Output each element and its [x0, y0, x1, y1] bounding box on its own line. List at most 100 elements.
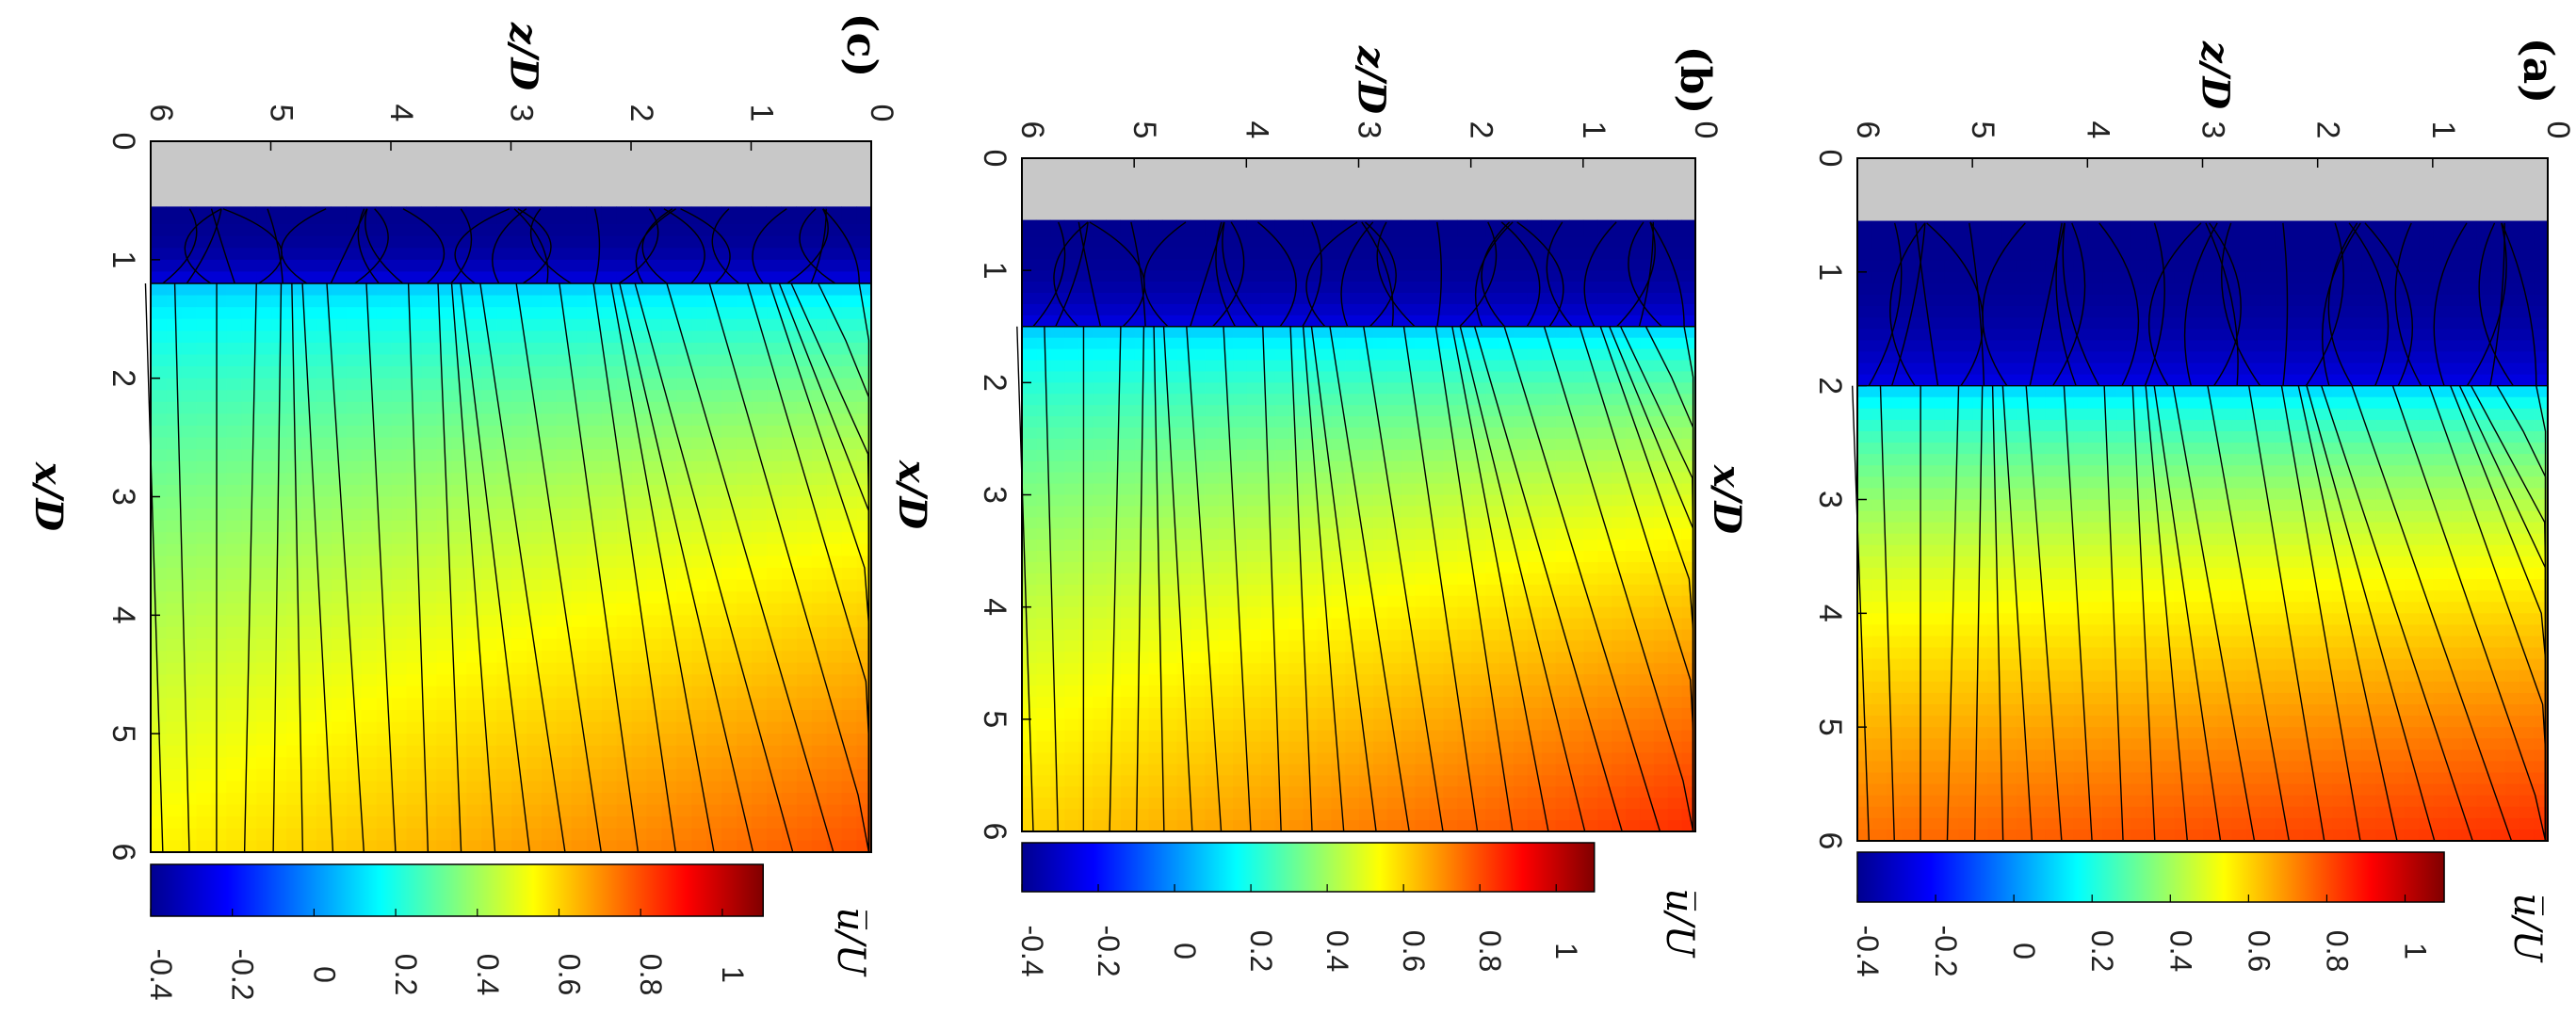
- field-cell: [2504, 568, 2520, 580]
- field-cell: [2015, 306, 2031, 318]
- field-cell: [1456, 282, 1472, 294]
- field-cell: [1929, 396, 1945, 410]
- field-cell: [1218, 595, 1234, 608]
- field-cell: [2216, 590, 2232, 603]
- colorbar-tick-label: 0.2: [2085, 930, 2119, 972]
- field-cell: [2432, 613, 2448, 626]
- field-cell: [1582, 663, 1598, 675]
- field-cell: [2390, 476, 2405, 490]
- field-cell: [1022, 528, 1037, 540]
- field-cell: [2231, 385, 2246, 398]
- field-cell: [2317, 636, 2333, 649]
- field-cell: [2130, 613, 2147, 626]
- field-cell: [2044, 556, 2060, 569]
- field-cell: [1049, 248, 1065, 260]
- field-cell: [2404, 692, 2420, 705]
- field-cell: [2159, 488, 2175, 501]
- field-cell: [2404, 408, 2420, 421]
- field-cell: [1386, 337, 1401, 350]
- field-cell: [2519, 704, 2535, 717]
- field-cell: [2044, 568, 2060, 580]
- field-cell: [1175, 697, 1191, 709]
- field-cell: [1527, 282, 1542, 294]
- field-cell: [1886, 476, 1902, 490]
- field-cell: [1499, 618, 1514, 631]
- field-cell: [1190, 371, 1206, 383]
- field-cell: [2001, 533, 2017, 546]
- field-cell: [2015, 579, 2031, 591]
- field-cell: [1499, 449, 1514, 462]
- field-cell: [1639, 282, 1654, 294]
- field-cell: [1886, 727, 1902, 739]
- field-cell: [1175, 225, 1191, 238]
- field-cell: [1886, 636, 1902, 649]
- field-cell: [2390, 636, 2405, 649]
- field-cell: [1092, 303, 1107, 316]
- field-cell: [1596, 595, 1612, 608]
- field-cell: [2374, 658, 2390, 671]
- field-cell: [1330, 584, 1346, 597]
- field-cell: [1246, 416, 1261, 428]
- field-cell: [2101, 465, 2117, 477]
- field-cell: [2331, 556, 2347, 569]
- field-cell: [1639, 540, 1654, 552]
- field-cell: [2015, 590, 2031, 603]
- field-cell: [1260, 427, 1275, 440]
- field-cell: [1886, 465, 1902, 477]
- field-cell: [1871, 738, 1887, 750]
- field-cell: [1415, 270, 1430, 282]
- field-cell: [1218, 652, 1234, 664]
- field-cell: [1218, 416, 1234, 428]
- field-cell: [1596, 663, 1612, 675]
- field-cell: [2519, 476, 2535, 490]
- field-cell: [1035, 584, 1051, 597]
- field-cell: [1639, 506, 1654, 518]
- field-cell: [1246, 427, 1261, 440]
- field-cell: [2533, 374, 2549, 387]
- field-cell: [1344, 707, 1360, 720]
- field-cell: [1161, 314, 1177, 328]
- field-cell: [2374, 431, 2390, 443]
- field-cell: [2274, 602, 2290, 614]
- field-cell: [1527, 427, 1542, 440]
- field-cell: [2101, 602, 2117, 614]
- field-cell: [1175, 506, 1191, 518]
- field-cell: [2030, 271, 2046, 284]
- field-cell: [1568, 606, 1584, 620]
- field-cell: [1596, 540, 1612, 552]
- field-cell: [1022, 303, 1037, 316]
- field-cell: [2360, 431, 2376, 443]
- field-cell: [2231, 727, 2246, 739]
- field-cell: [1232, 460, 1247, 474]
- field-cell: [1063, 219, 1079, 227]
- field-cell: [1120, 416, 1135, 428]
- field-cell: [2058, 750, 2074, 763]
- field-cell: [2058, 761, 2074, 774]
- field-cell: [2331, 329, 2347, 341]
- field-cell: [1077, 517, 1094, 529]
- field-cell: [2475, 716, 2491, 728]
- field-cell: [2533, 590, 2549, 603]
- field-cell: [1513, 606, 1528, 620]
- field-cell: [1344, 663, 1360, 675]
- field-cell: [1943, 568, 1959, 580]
- field-cell: [1372, 718, 1387, 732]
- field-cell: [1442, 528, 1458, 540]
- field-cell: [1442, 494, 1458, 508]
- field-cell: [1986, 750, 2002, 763]
- field-cell: [2418, 829, 2434, 842]
- field-cell: [2390, 806, 2405, 819]
- field-cell: [2374, 419, 2390, 432]
- field-cell: [1372, 494, 1387, 508]
- field-cell: [1857, 510, 1872, 524]
- field-cell: [1625, 618, 1641, 631]
- field-cell: [2058, 636, 2074, 649]
- field-cell: [1077, 348, 1094, 362]
- field-cell: [1022, 314, 1037, 328]
- field-cell: [1442, 405, 1458, 417]
- field-cell: [2087, 340, 2103, 353]
- field-cell: [1456, 528, 1472, 540]
- field-cell: [2317, 579, 2333, 591]
- field-cell: [2001, 669, 2017, 683]
- field-cell: [1681, 438, 1696, 451]
